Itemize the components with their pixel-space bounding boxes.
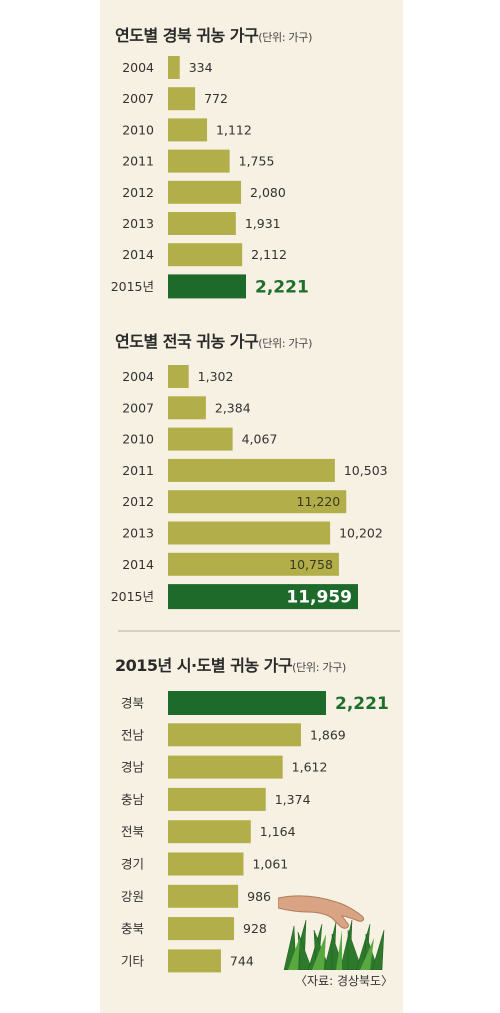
national-bar — [168, 521, 331, 545]
region-category-label: 전남 — [121, 727, 145, 742]
national-value-label: 4,067 — [242, 432, 278, 447]
national-bar — [168, 490, 347, 514]
region-bar — [168, 852, 244, 876]
national-value-label: 1,302 — [198, 369, 234, 384]
chart1-title: 연도별 경북 귀농 가구(단위: 가구) — [115, 26, 313, 45]
gyeongbuk-value-label: 334 — [189, 60, 213, 75]
gyeongbuk-value-label: 1,755 — [239, 154, 275, 169]
national-value-label: 10,503 — [344, 463, 388, 478]
region-bar — [168, 787, 266, 811]
gyeongbuk-category-label: 2007 — [122, 91, 154, 106]
region-value-label: 1,612 — [292, 760, 328, 775]
national-category-label: 2004 — [122, 369, 154, 384]
gyeongbuk-category-label: 2014 — [122, 247, 154, 262]
gyeongbuk-value-label: 772 — [204, 91, 228, 106]
region-value-label: 1,869 — [310, 727, 346, 742]
region-category-label: 전북 — [121, 824, 144, 839]
gyeongbuk-bar — [168, 180, 242, 204]
national-category-label: 2013 — [122, 526, 154, 541]
source-note: 〈자료: 경상북도〉 — [295, 974, 394, 988]
gyeongbuk-category-label: 2015년 — [111, 279, 154, 294]
region-bar — [168, 723, 301, 747]
national-category-label: 2011 — [122, 463, 154, 478]
gyeongbuk-bar — [168, 274, 246, 299]
gyeongbuk-category-label: 2013 — [122, 216, 154, 231]
region-category-label: 경남 — [121, 760, 145, 775]
national-value-label: 10,758 — [289, 557, 333, 572]
national-category-label: 2010 — [122, 432, 154, 447]
national-value-label: 2,384 — [215, 400, 251, 415]
national-bar — [168, 365, 189, 388]
national-bar — [168, 396, 206, 420]
region-value-label: 1,164 — [260, 824, 296, 839]
national-value-label: 11,959 — [286, 588, 352, 608]
region-category-label: 충북 — [121, 921, 144, 936]
gyeongbuk-bar — [168, 56, 180, 79]
region-bar — [168, 949, 221, 973]
gyeongbuk-value-label: 1,931 — [245, 216, 281, 231]
national-bar — [168, 584, 358, 610]
national-category-label: 2007 — [122, 400, 154, 415]
national-bar — [168, 552, 339, 576]
region-category-label: 충남 — [121, 792, 145, 807]
gyeongbuk-category-label: 2012 — [122, 185, 154, 200]
region-category-label: 강원 — [121, 889, 144, 904]
region-category-label: 경북 — [121, 696, 144, 711]
region-category-label: 기타 — [121, 953, 145, 968]
chart-gyeongbuk-by-year: 2004 334 2007 772 2010 1,112 2011 1,755 2012 2,08… — [111, 56, 309, 299]
gyeongbuk-value-label: 1,112 — [216, 122, 252, 137]
gyeongbuk-category-label: 2010 — [122, 122, 154, 137]
national-bar — [168, 427, 233, 451]
region-bar — [168, 820, 251, 844]
region-bar — [168, 917, 235, 941]
section-divider — [118, 630, 400, 632]
gyeongbuk-value-label: 2,112 — [251, 247, 287, 262]
national-category-label: 2012 — [122, 494, 154, 509]
region-value-label: 2,221 — [335, 694, 389, 714]
gyeongbuk-bar — [168, 243, 243, 267]
region-bar — [168, 755, 283, 779]
gyeongbuk-value-label: 2,221 — [255, 277, 309, 297]
gyeongbuk-category-label: 2004 — [122, 60, 154, 75]
gyeongbuk-bar — [168, 149, 230, 173]
gyeongbuk-bar — [168, 87, 196, 111]
region-value-label: 1,061 — [252, 857, 288, 872]
chart-national-by-year: 2004 1,302 2007 2,384 2010 4,067 2011 10,503 201… — [111, 365, 388, 610]
national-category-label: 2015년 — [111, 589, 154, 604]
region-value-label: 928 — [243, 921, 267, 936]
region-value-label: 986 — [247, 889, 271, 904]
national-value-label: 10,202 — [339, 526, 383, 541]
national-category-label: 2014 — [122, 557, 154, 572]
chart2-title: 연도별 전국 귀농 가구(단위: 가구) — [115, 332, 313, 351]
hand-grass-illustration — [278, 895, 385, 970]
national-bar — [168, 458, 335, 482]
gyeongbuk-category-label: 2011 — [122, 154, 154, 169]
region-category-label: 경기 — [121, 857, 144, 872]
region-bar — [168, 691, 326, 715]
national-value-label: 11,220 — [297, 494, 341, 509]
region-value-label: 1,374 — [275, 792, 311, 807]
gyeongbuk-bar — [168, 118, 208, 142]
gyeongbuk-value-label: 2,080 — [250, 185, 286, 200]
chart-region-2015: 경북 2,221 전남 1,869 경남 1,612 충남 1,374 전북 1,164 경기 1,0… — [121, 691, 389, 973]
gyeongbuk-bar — [168, 212, 236, 235]
chart3-title: 2015년 시·도별 귀농 가구(단위: 가구) — [115, 656, 346, 675]
region-bar — [168, 884, 239, 908]
region-value-label: 744 — [230, 953, 254, 968]
